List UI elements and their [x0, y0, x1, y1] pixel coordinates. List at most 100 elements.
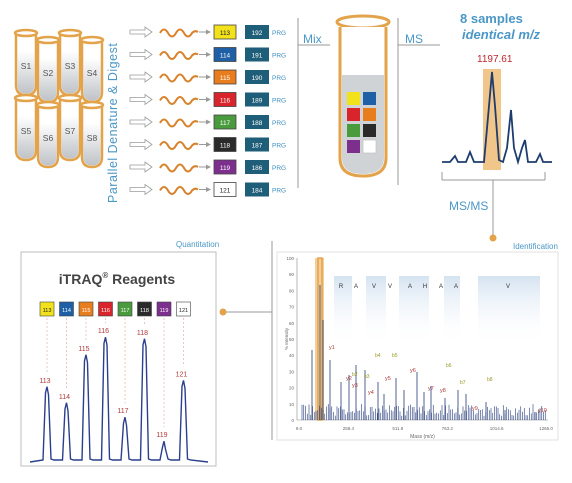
y-tick-label: 80: [289, 288, 295, 293]
reagent-peak-label: 118: [137, 330, 148, 337]
ms-peak-label: 1197.61: [477, 54, 513, 65]
prg-label: PRG: [272, 120, 286, 127]
x-tick-label: 9.0: [296, 426, 303, 431]
reporter-tag: [213, 159, 237, 175]
arrow-icon: [129, 26, 153, 38]
sample-tube: S5: [13, 93, 39, 162]
sequence-letter: R: [339, 284, 344, 290]
reagent-legend-box: [117, 301, 133, 317]
reporter-tag: [213, 137, 237, 152]
reagent-legend-label: 114: [62, 308, 71, 314]
peptide-icon: [159, 73, 199, 83]
sequence-letter: V: [372, 284, 376, 290]
y-ion-label: y1: [329, 345, 335, 351]
reporter-tag: [213, 114, 237, 130]
y-ion-label: y7: [428, 386, 434, 392]
sample-tube: S4: [79, 35, 105, 104]
sample-label: S2: [43, 68, 54, 78]
reagent-legend-label: 119: [160, 308, 169, 314]
y-tick-label: 30: [289, 369, 295, 374]
balance-tag: [245, 182, 269, 197]
y-ion-label: y10: [538, 408, 547, 414]
mixed-tag-swatch: [347, 108, 360, 121]
prg-label: PRG: [272, 75, 286, 82]
sample-label: S3: [65, 61, 76, 71]
sequence-band: [478, 276, 540, 346]
sample-tube: S8: [79, 100, 105, 169]
arrow-icon: [129, 138, 153, 151]
balance-mass: 189: [252, 98, 263, 105]
sample-tube: S6: [35, 100, 61, 169]
reporter-region-highlight: [315, 258, 324, 420]
b-ion-label: b3: [364, 374, 370, 380]
reagent-peak-label: 115: [78, 346, 89, 353]
x-axis-label: Mass (m/z): [410, 434, 435, 440]
reporter-mass: 114: [220, 53, 231, 60]
sample-tube: S1: [13, 28, 39, 97]
mixed-tag-swatch: [347, 124, 360, 137]
sequence-letter: A: [354, 284, 358, 290]
b-ion-label: b4: [375, 353, 381, 359]
sample-tube: S7: [57, 93, 83, 162]
reporter-tag: [213, 47, 237, 62]
reagent-legend-box: [39, 301, 55, 317]
reagent-legend-label: 118: [140, 308, 149, 314]
labeling-row: 113 192 PRG: [129, 24, 286, 40]
sequence-band: [334, 276, 352, 346]
reporter-tag: [213, 24, 237, 40]
balance-mass: 188: [252, 120, 263, 127]
reagent-peak-label: 114: [59, 394, 70, 401]
arrow-icon: [129, 183, 153, 196]
mixed-tag-swatch: [363, 92, 376, 105]
reporter-mass: 121: [220, 188, 231, 195]
sequence-letter: V: [506, 284, 510, 290]
msms-label: MS/MS: [449, 199, 488, 213]
quantitation-panel: iTRAQ® Reagents 113 113 114 114 115 115 116 116…: [20, 251, 217, 467]
reporter-mass: 115: [220, 75, 231, 82]
balance-tag: [245, 70, 269, 84]
panel-connector: Quantitation Identification: [176, 240, 558, 440]
sequence-letter: V: [388, 284, 392, 290]
y-tick-label: 60: [289, 321, 295, 326]
quantitation-label: Quantitation: [176, 240, 219, 249]
prg-label: PRG: [272, 53, 286, 60]
y-tick-label: 40: [289, 353, 295, 358]
ms-identical-mz: identical m/z: [462, 27, 541, 42]
reagent-legend-box: [59, 301, 74, 317]
reagent-legend-box: [176, 301, 191, 317]
reagent-legend-box: [78, 301, 94, 317]
peptide-icon: [159, 186, 199, 195]
reagent-peak-label: 116: [98, 328, 109, 335]
balance-mass: 186: [252, 165, 263, 172]
mixed-tube: [335, 14, 391, 178]
y-tick-label: 100: [286, 256, 294, 261]
peptide-icon: [159, 28, 199, 38]
x-tick-label: 1014.6: [490, 426, 504, 431]
sequence-band: [399, 276, 429, 346]
balance-tag: [245, 137, 269, 152]
y-tick-label: 20: [289, 386, 295, 391]
msms-bracket: MS/MS: [441, 172, 546, 242]
reporter-mass: 118: [220, 143, 231, 150]
reporter-mass: 119: [220, 165, 231, 172]
labeling-row: 114 191 PRG: [129, 47, 286, 62]
balance-mass: 192: [252, 30, 263, 37]
reagent-legend-label: 117: [121, 308, 130, 314]
sequence-letter: A: [454, 284, 458, 290]
labeling-row: 118 187 PRG: [129, 137, 286, 152]
reagent-legend-label: 121: [179, 308, 188, 314]
balance-mass: 187: [252, 143, 263, 150]
y-tick-label: 10: [289, 402, 295, 407]
ms-sample-count: 8 samples: [460, 11, 523, 26]
reagent-legend-box: [137, 301, 152, 317]
y-tick-label: 90: [289, 272, 295, 277]
balance-tag: [245, 25, 269, 39]
mixed-tag-swatch: [347, 140, 360, 153]
prg-label: PRG: [272, 30, 286, 37]
arrow-icon: [129, 161, 153, 173]
labeling-row: 117 188 PRG: [129, 114, 286, 130]
reporter-mass: 117: [220, 120, 231, 127]
reagent-peak-label: 117: [117, 408, 128, 415]
